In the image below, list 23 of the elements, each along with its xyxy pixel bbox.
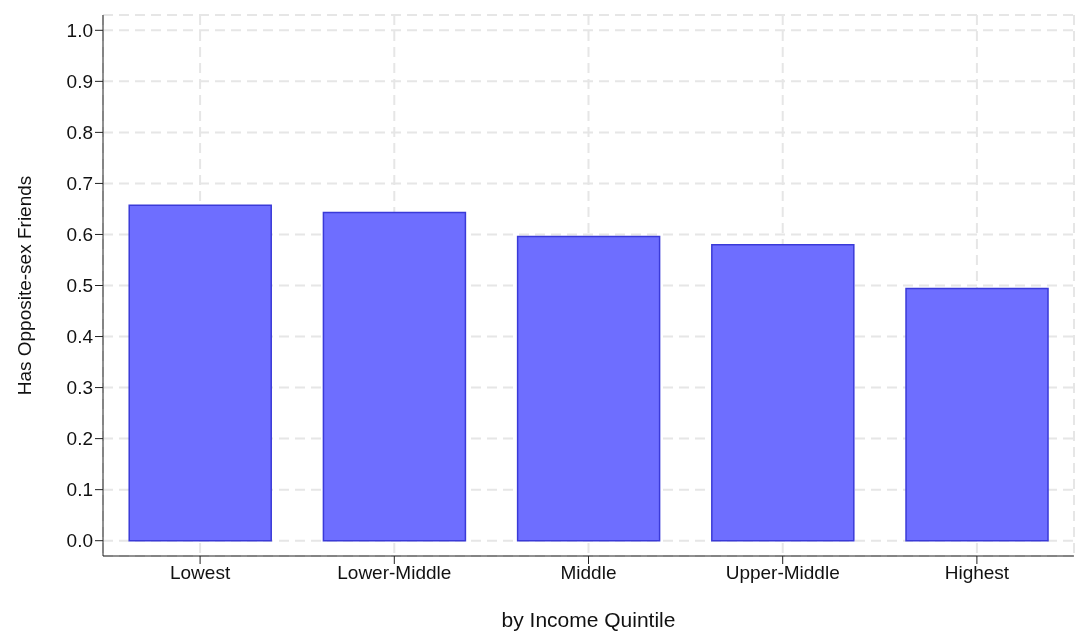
bar [322, 211, 467, 542]
bar [711, 243, 855, 542]
x-tick-label: Middle [560, 562, 617, 584]
y-tick-label: 0.2 [66, 428, 93, 450]
y-tick-label: 0.1 [66, 479, 93, 501]
x-tick-label: Lower-Middle [337, 562, 452, 584]
x-tick-label: Highest [944, 562, 1010, 584]
y-tick-label: 0.0 [66, 530, 93, 552]
y-tick-label: 0.3 [66, 377, 93, 399]
y-axis-title: Has Opposite-sex Friends [13, 175, 35, 396]
y-tick-label: 0.5 [66, 275, 93, 297]
bar [516, 235, 661, 542]
bar [905, 287, 1049, 542]
y-tick-label: 0.8 [66, 122, 93, 144]
x-axis-title: by Income Quintile [501, 608, 676, 631]
x-tick-label: Lowest [170, 562, 231, 584]
y-tick-label: 0.9 [66, 71, 93, 93]
y-tick-label: 0.7 [66, 173, 93, 195]
bar [128, 204, 272, 542]
x-tick-label: Upper-Middle [725, 562, 840, 584]
y-tick-label: 0.4 [66, 326, 94, 348]
y-tick-label: 1.0 [66, 20, 93, 42]
y-tick-label: 0.6 [66, 224, 93, 246]
